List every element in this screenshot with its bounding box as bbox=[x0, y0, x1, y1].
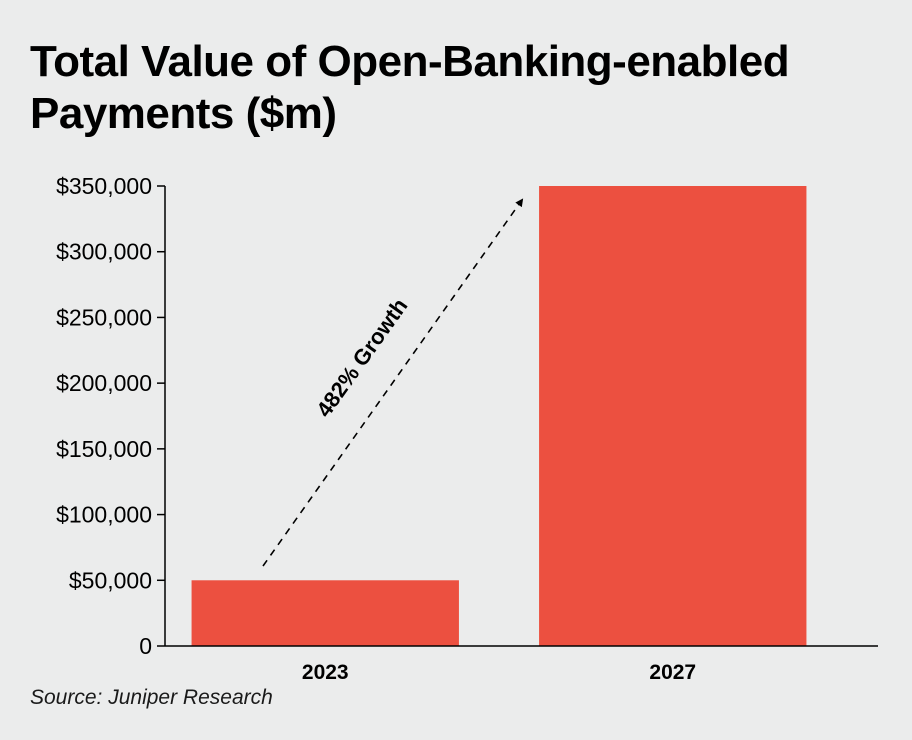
chart-title: Total Value of Open-Banking-enabled Paym… bbox=[30, 37, 790, 138]
y-tick-label: $200,000 bbox=[56, 370, 152, 396]
bar-2027 bbox=[539, 186, 807, 646]
bar-2023 bbox=[191, 580, 459, 646]
bar-chart: 0 $50,000 $100,000 $150,000 $200,000 $250,000… bbox=[56, 173, 878, 680]
y-tick-label: $50,000 bbox=[69, 567, 152, 593]
growth-annotation: 482% Growth bbox=[262, 198, 524, 567]
y-axis: 0 $50,000 $100,000 $150,000 $200,000 $250,000… bbox=[56, 173, 166, 659]
y-tick-label: $250,000 bbox=[56, 304, 152, 330]
x-tick-label: 2027 bbox=[649, 661, 696, 680]
y-tick-label: $300,000 bbox=[56, 239, 152, 265]
y-tick-label: $150,000 bbox=[56, 436, 152, 462]
bars bbox=[191, 186, 807, 646]
y-tick-label: $350,000 bbox=[56, 173, 152, 199]
x-tick-label: 2023 bbox=[302, 661, 349, 680]
source-note: Source: Juniper Research bbox=[30, 686, 273, 709]
y-tick-label: $100,000 bbox=[56, 502, 152, 528]
x-axis: 2023 2027 bbox=[165, 645, 878, 680]
growth-label: 482% Growth bbox=[311, 294, 412, 422]
y-tick-label: 0 bbox=[139, 633, 152, 659]
growth-arrow bbox=[262, 198, 524, 567]
